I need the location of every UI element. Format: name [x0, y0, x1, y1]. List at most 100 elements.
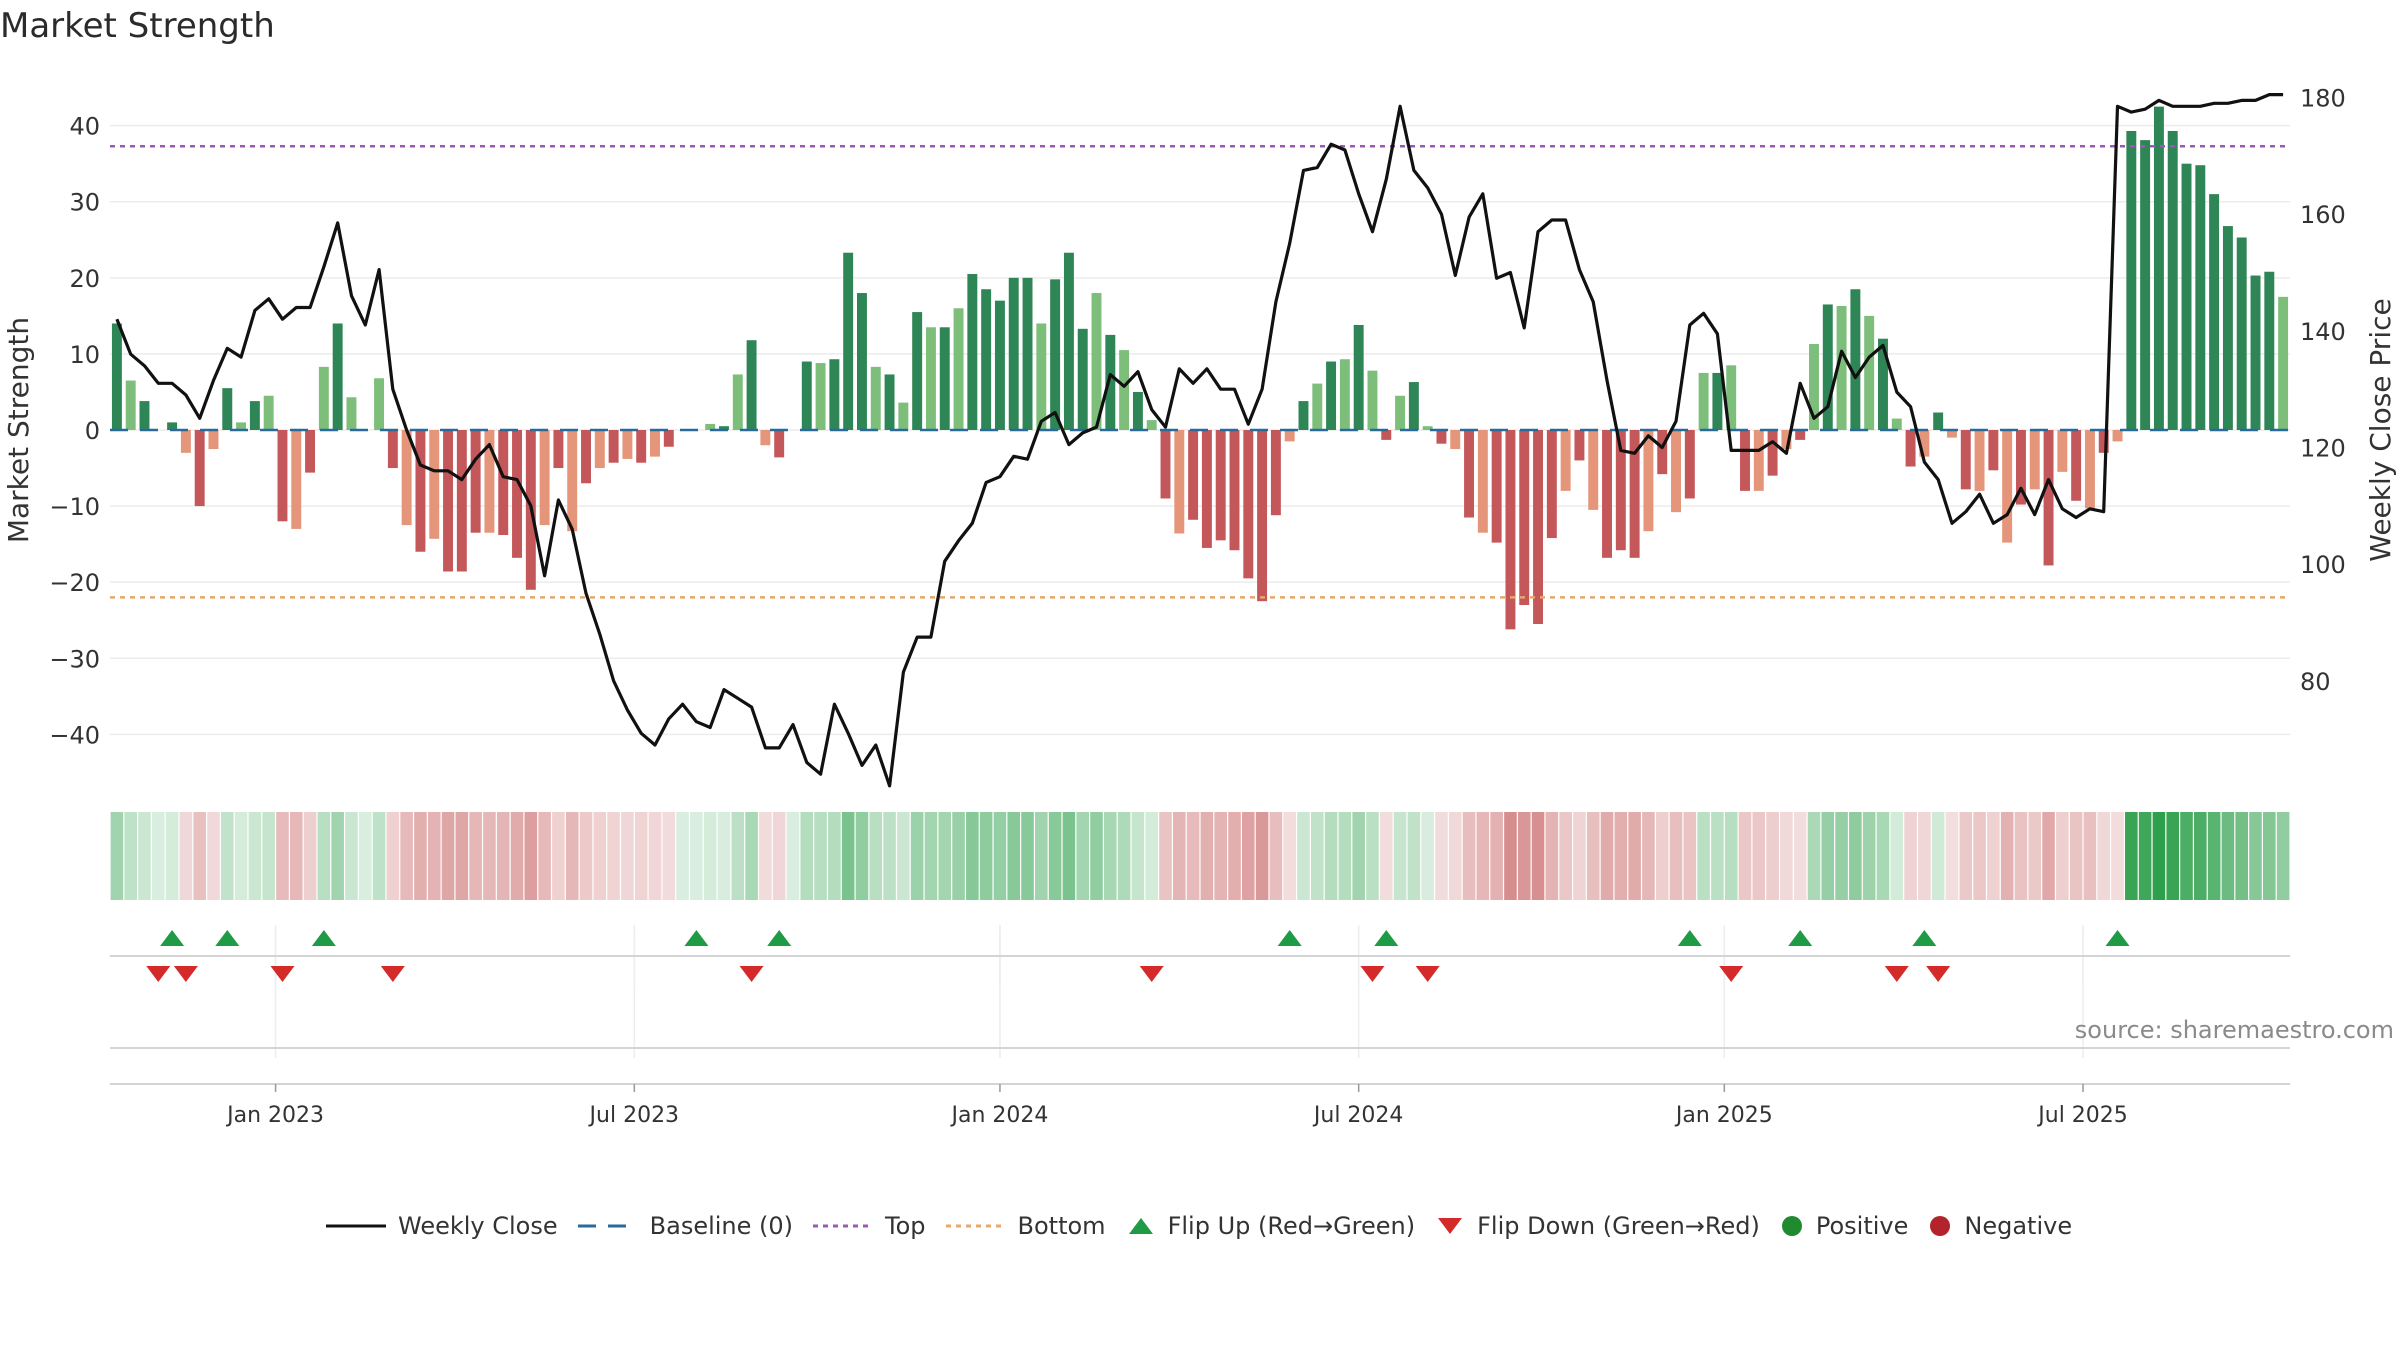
legend-label-close: Weekly Close — [398, 1212, 558, 1240]
strength-bar — [1312, 383, 1323, 430]
weekly-close-line — [115, 93, 2284, 788]
strength-bar — [498, 430, 509, 535]
strength-bar — [2195, 165, 2206, 430]
heat-strip-cell — [1200, 812, 1214, 900]
heat-strip-cell — [1849, 812, 1862, 900]
strength-bar — [443, 430, 454, 572]
heat-strip — [110, 812, 2290, 900]
y-right-tick-label: 80 — [2300, 668, 2331, 696]
heat-strip-cell — [966, 812, 979, 900]
heat-strip-cell — [1683, 812, 1697, 900]
heat-strip-cell — [207, 812, 220, 900]
heat-strip-cell — [455, 812, 469, 900]
heat-strip-cell — [814, 812, 827, 900]
strength-bar — [236, 422, 247, 430]
heat-strip-cell — [979, 812, 993, 900]
strength-bar — [401, 430, 412, 526]
heat-strip-cell — [1821, 812, 1835, 900]
heat-strip-cell — [1669, 812, 1683, 900]
heat-strip-cell — [1048, 812, 1062, 900]
heat-strip-cell — [1531, 812, 1545, 900]
y-right-axis-title: Weekly Close Price — [2364, 298, 2397, 561]
strength-bar — [1698, 372, 1709, 430]
strength-bar — [732, 374, 743, 430]
strength-bar — [953, 308, 964, 430]
y-right-tick-label: 180 — [2300, 85, 2346, 113]
heat-strip-cell — [2249, 812, 2262, 900]
strength-bar — [2126, 130, 2137, 430]
heat-strip-cell — [2207, 812, 2221, 900]
heat-strip-cell — [2276, 812, 2290, 900]
strength-bar — [1946, 430, 1957, 438]
strength-bar — [1119, 350, 1130, 430]
heat-strip-cell — [1435, 812, 1448, 900]
strength-bar — [1146, 420, 1157, 430]
heat-strip-cell — [1973, 812, 1986, 900]
strength-bar — [1643, 430, 1654, 532]
heat-strip-cell — [607, 812, 620, 900]
heat-strip-cell — [427, 812, 441, 900]
strength-bar — [1036, 323, 1047, 430]
legend-item-baseline: Baseline (0) — [577, 1212, 793, 1240]
heat-strip-cell — [662, 812, 676, 900]
strength-bar — [2098, 430, 2109, 453]
strength-bar — [1215, 430, 1226, 541]
heat-strip-cell — [1904, 812, 1917, 900]
heat-strip-cell — [897, 812, 910, 900]
strength-bar — [994, 300, 1005, 430]
strength-bar — [1022, 277, 1033, 430]
strength-bar — [539, 430, 550, 526]
strength-bar — [1450, 430, 1461, 450]
heat-strip-cell — [1062, 812, 1076, 900]
heat-strip-cell — [1379, 812, 1393, 900]
strength-bar — [1105, 334, 1116, 430]
heat-strip-cell — [289, 812, 303, 900]
strength-bar — [650, 430, 660, 457]
flip-up-marker — [160, 930, 185, 946]
heat-strip-cell — [841, 812, 855, 900]
flip-up-marker — [1912, 930, 1937, 946]
heat-strip-cell — [1890, 812, 1904, 900]
heat-strip-cell — [1876, 812, 1890, 900]
heat-strip-cell — [386, 812, 400, 900]
heat-strip-cell — [1448, 812, 1462, 900]
heat-strip-cell — [400, 812, 413, 900]
heat-strip-cell — [2042, 812, 2055, 900]
heat-strip-cell — [1393, 812, 1407, 900]
strength-bar — [774, 430, 785, 458]
heat-strip-cell — [1987, 812, 2000, 900]
strength-bar — [111, 323, 122, 430]
heat-strip-cell — [2180, 812, 2193, 900]
heat-strip-cell — [2166, 812, 2180, 900]
heat-strip-cell — [717, 812, 731, 900]
strength-bar — [898, 402, 909, 430]
strength-bar — [2112, 430, 2123, 442]
heat-strip-cell — [1780, 812, 1793, 900]
heat-strip-cell — [1697, 812, 1710, 900]
strength-bar — [1491, 430, 1502, 543]
strength-bar — [912, 312, 923, 430]
heat-strip-cell — [1586, 812, 1600, 900]
heat-strip-cell — [1600, 812, 1614, 900]
heat-strip-cell — [2221, 812, 2235, 900]
heat-strip-cell — [220, 812, 234, 900]
strength-bar — [125, 380, 136, 430]
heat-strip-cell — [1366, 812, 1379, 900]
strength-bar — [2278, 296, 2289, 430]
heat-strip-cell — [786, 812, 800, 900]
strength-bar — [1201, 430, 1212, 548]
heat-strip-cell — [441, 812, 455, 900]
heat-strip-cell — [910, 812, 924, 900]
legend-label-negative: Negative — [1964, 1212, 2073, 1240]
strength-bar — [167, 422, 178, 430]
y-left-tick-label: −10 — [49, 493, 100, 521]
strength-bar — [829, 359, 840, 430]
heat-strip-cell — [593, 812, 607, 900]
heat-strip-cell — [1007, 812, 1021, 900]
strength-bar — [939, 327, 950, 430]
heat-strip-cell — [2069, 812, 2083, 900]
strength-bar — [746, 340, 757, 430]
heat-strip-cell — [248, 812, 262, 900]
strength-bar — [581, 430, 591, 484]
